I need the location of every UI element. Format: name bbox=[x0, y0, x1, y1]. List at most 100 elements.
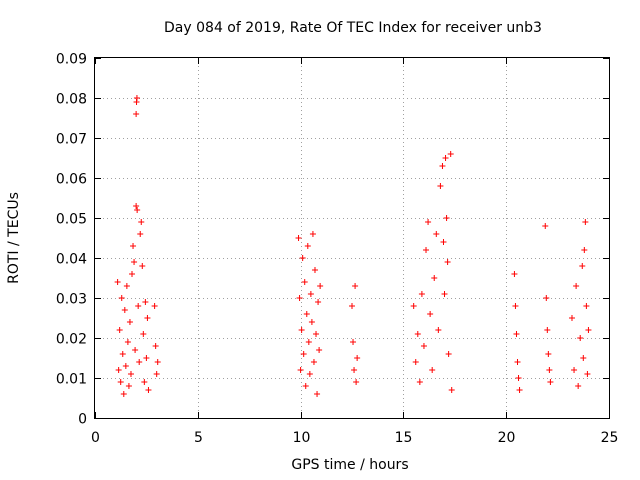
data-point bbox=[349, 303, 355, 309]
data-point bbox=[134, 207, 141, 213]
data-point bbox=[142, 299, 149, 305]
data-point bbox=[129, 271, 136, 277]
data-point bbox=[442, 155, 449, 161]
data-point bbox=[580, 355, 587, 361]
data-point bbox=[116, 327, 123, 333]
data-point bbox=[516, 387, 523, 393]
data-point bbox=[316, 347, 323, 353]
data-point bbox=[584, 371, 591, 377]
x-tick-label: 0 bbox=[91, 430, 100, 446]
data-point bbox=[138, 219, 145, 225]
x-tick-label: 5 bbox=[194, 430, 203, 446]
data-point bbox=[301, 279, 308, 285]
data-point bbox=[577, 335, 584, 341]
data-point bbox=[118, 295, 125, 301]
data-point bbox=[581, 247, 588, 253]
chart-title: Day 084 of 2019, Rate Of TEC Index for r… bbox=[164, 20, 542, 36]
data-point bbox=[512, 303, 519, 309]
data-point bbox=[306, 371, 313, 377]
data-point bbox=[410, 303, 417, 309]
data-point bbox=[309, 231, 316, 237]
data-point bbox=[437, 183, 444, 189]
data-point bbox=[305, 339, 312, 345]
data-point bbox=[427, 311, 434, 317]
data-point bbox=[571, 367, 578, 373]
data-point bbox=[544, 327, 551, 333]
y-tick-label: 0.08 bbox=[56, 92, 87, 108]
data-point bbox=[298, 327, 305, 333]
y-tick-label: 0 bbox=[78, 412, 87, 428]
data-point bbox=[313, 331, 320, 337]
data-point bbox=[145, 387, 152, 393]
data-point bbox=[511, 271, 518, 277]
grid-layer bbox=[95, 58, 609, 418]
data-point bbox=[579, 263, 586, 269]
data-point bbox=[575, 383, 582, 389]
data-point bbox=[154, 359, 161, 365]
data-point bbox=[433, 231, 440, 237]
data-point bbox=[310, 359, 317, 365]
data-point bbox=[445, 351, 452, 357]
data-point bbox=[573, 283, 580, 289]
data-point bbox=[152, 343, 159, 349]
x-tick-label: 20 bbox=[498, 430, 516, 446]
axes-layer: 0 5 10 15 20 25 0 0.01 0.02 0.03 0.04 0.05 0.06 0.07 0… bbox=[56, 52, 619, 447]
data-point bbox=[352, 283, 359, 289]
data-point bbox=[308, 319, 315, 325]
data-point bbox=[130, 243, 137, 249]
data-point bbox=[418, 291, 425, 297]
data-point bbox=[416, 379, 423, 385]
y-tick-label: 0.07 bbox=[56, 132, 87, 148]
data-point bbox=[441, 291, 448, 297]
data-point bbox=[423, 247, 430, 253]
data-point bbox=[354, 355, 361, 361]
data-point bbox=[302, 383, 309, 389]
data-point bbox=[311, 267, 318, 273]
y-tick-label: 0.04 bbox=[56, 252, 87, 268]
data-point bbox=[124, 339, 131, 345]
y-tick-label: 0.05 bbox=[56, 212, 87, 228]
data-point bbox=[137, 231, 144, 237]
data-point bbox=[144, 315, 151, 321]
data-point bbox=[448, 387, 455, 393]
data-point bbox=[123, 283, 130, 289]
data-point bbox=[119, 351, 126, 357]
data-point bbox=[115, 367, 122, 373]
data-point bbox=[133, 95, 140, 101]
data-point bbox=[307, 291, 314, 297]
data-point bbox=[543, 295, 550, 301]
data-point bbox=[131, 259, 138, 265]
x-tick-label: 25 bbox=[601, 430, 619, 446]
data-point bbox=[296, 295, 303, 301]
data-point bbox=[546, 367, 553, 373]
data-point bbox=[133, 203, 140, 209]
data-point bbox=[447, 151, 454, 157]
data-point bbox=[429, 367, 436, 373]
data-point bbox=[420, 343, 427, 349]
data-point bbox=[514, 359, 521, 365]
data-point bbox=[133, 111, 140, 117]
y-tick-label: 0.02 bbox=[56, 332, 87, 348]
data-point bbox=[125, 383, 132, 389]
data-point bbox=[299, 255, 306, 261]
y-tick-label: 0.01 bbox=[56, 372, 87, 388]
data-point bbox=[414, 331, 421, 337]
data-point bbox=[304, 243, 311, 249]
data-point bbox=[353, 379, 360, 385]
data-point bbox=[435, 327, 442, 333]
data-point bbox=[121, 307, 128, 313]
data-point bbox=[431, 275, 438, 281]
data-point bbox=[140, 331, 147, 337]
data-point bbox=[297, 367, 304, 373]
data-point bbox=[443, 215, 450, 221]
x-axis-label: GPS time / hours bbox=[291, 457, 408, 473]
data-point bbox=[439, 163, 446, 169]
data-point bbox=[542, 223, 549, 229]
data-point bbox=[412, 359, 419, 365]
data-point bbox=[114, 279, 121, 285]
data-point bbox=[582, 219, 589, 225]
data-point bbox=[351, 367, 358, 373]
data-point bbox=[136, 359, 143, 365]
data-point bbox=[350, 339, 357, 345]
x-tick-label: 10 bbox=[293, 430, 311, 446]
